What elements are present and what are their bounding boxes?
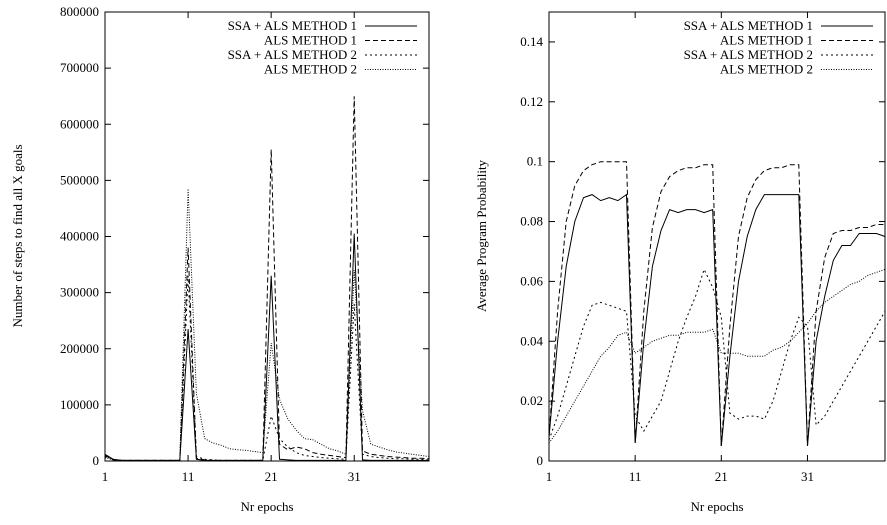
y-axis-label: Number of steps to find all X goals: [10, 144, 25, 327]
y-tick-label: 0: [93, 453, 100, 468]
probability-chart: 00.020.040.060.080.10.120.141 11 21 31 SSA …: [474, 11, 886, 514]
y-tick-label: 0.1: [527, 154, 543, 169]
x-tick-label: 11: [629, 469, 642, 484]
y-tick-label: 500000: [60, 172, 99, 187]
series-line-4: [104, 188, 430, 461]
legend: SSA + ALS METHOD 1 ALS METHOD 1 SSA + AL…: [228, 18, 417, 77]
y-tick-label: 700000: [60, 60, 99, 75]
y-tick-label: 0.06: [520, 273, 543, 288]
y-tick-label: 0.14: [520, 34, 543, 49]
x-axis-label: Nr epochs: [240, 499, 293, 514]
y-tick-label: 800000: [60, 4, 99, 19]
axis-ticks: 0 100000 200000 300000 400000 500000 600000 700…: [60, 4, 429, 484]
series-line-1: [104, 233, 429, 461]
x-tick-label: 1: [546, 469, 553, 484]
legend-label-1: SSA + ALS METHOD 1: [684, 18, 813, 33]
y-axis-label: Average Program Probability: [474, 159, 489, 312]
x-tick-label: 11: [182, 469, 195, 484]
series-line-2: [548, 161, 885, 447]
y-tick-label: 300000: [60, 285, 99, 300]
y-tick-label: 0.08: [520, 214, 543, 229]
plot-frame: [104, 11, 430, 462]
legend-label-3: SSA + ALS METHOD 2: [228, 47, 357, 62]
y-tick-label: 0.02: [520, 393, 543, 408]
y-tick-label: 200000: [60, 341, 99, 356]
series-line-1: [548, 193, 886, 447]
y-tick-label: 400000: [60, 229, 99, 244]
x-tick-label: 1: [102, 469, 109, 484]
series-line-3: [104, 275, 430, 461]
y-tick-label: 0.04: [520, 333, 543, 348]
axis-ticks: 00.020.040.060.080.10.120.141 11 21 31: [520, 12, 885, 484]
x-tick-label: 31: [348, 469, 361, 484]
x-tick-label: 21: [715, 469, 728, 484]
y-tick-label: 600000: [60, 116, 99, 131]
legend-label-2: ALS METHOD 1: [264, 33, 357, 48]
plot-frame: [548, 11, 886, 462]
legend: SSA + ALS METHOD 1 ALS METHOD 1 SSA + AL…: [684, 18, 873, 77]
legend-label-4: ALS METHOD 2: [264, 62, 357, 77]
series-line-3: [548, 268, 886, 441]
legend-label-4: ALS METHOD 2: [720, 62, 813, 77]
series-lines: [548, 161, 886, 447]
y-tick-label: 0.12: [520, 94, 543, 109]
series-line-4: [548, 268, 886, 444]
legend-label-1: SSA + ALS METHOD 1: [228, 18, 357, 33]
x-tick-label: 21: [265, 469, 278, 484]
series-lines: [104, 96, 430, 461]
legend-label-3: SSA + ALS METHOD 2: [684, 47, 813, 62]
y-tick-label: 0: [537, 453, 544, 468]
y-tick-label: 100000: [60, 397, 99, 412]
series-line-2: [104, 96, 430, 461]
x-axis-label: Nr epochs: [690, 499, 743, 514]
steps-chart: 0 100000 200000 300000 400000 500000 600000 700…: [10, 4, 430, 514]
legend-label-2: ALS METHOD 1: [720, 33, 813, 48]
x-tick-label: 31: [801, 469, 814, 484]
